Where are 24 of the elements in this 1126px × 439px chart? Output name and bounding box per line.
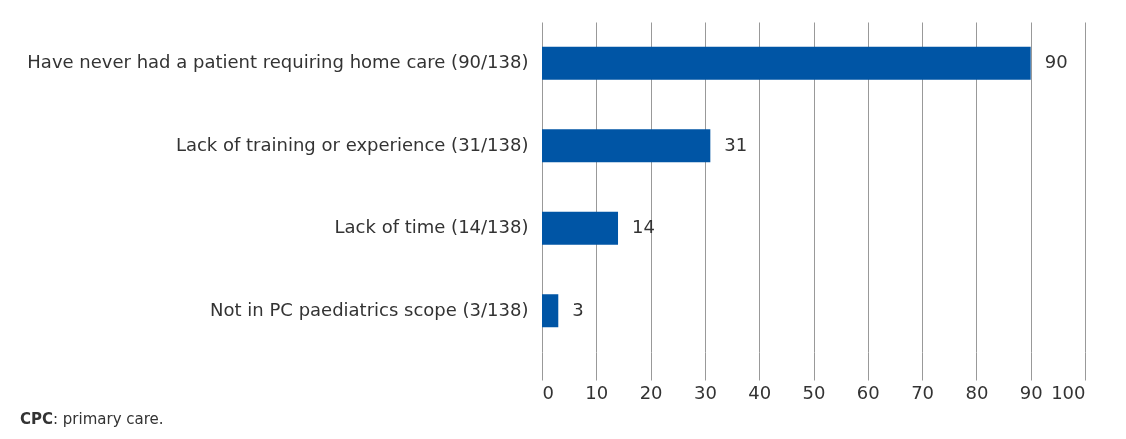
x-tick-label: 100 xyxy=(1051,381,1086,403)
bar xyxy=(542,294,559,328)
y-tick-label: Not in PC paediatrics scope (3/138) xyxy=(210,298,529,320)
x-tick-label: 10 xyxy=(585,381,609,403)
x-tick-label: 30 xyxy=(693,381,717,403)
data-label: 14 xyxy=(632,216,655,238)
bar xyxy=(542,46,1031,80)
x-tick-label: 0 xyxy=(542,381,554,403)
x-tick-label: 90 xyxy=(1019,381,1043,403)
bar xyxy=(542,129,711,163)
x-tick-label: 50 xyxy=(802,381,826,403)
data-label: 31 xyxy=(724,133,748,155)
bar xyxy=(542,211,619,245)
y-tick-label: Lack of training or experience (31/138) xyxy=(175,133,529,155)
data-label: 90 xyxy=(1044,51,1068,73)
x-tick-label: 60 xyxy=(856,381,880,403)
x-tick-label: 20 xyxy=(639,381,663,403)
y-tick-label: Have never had a patient requiring home care (90/138) xyxy=(27,51,529,73)
text: CPC: primary care. xyxy=(20,410,164,428)
y-tick-label: Lack of time (14/138) xyxy=(334,216,529,238)
data-label: 3 xyxy=(572,298,584,320)
x-tick-label: 40 xyxy=(748,381,772,403)
x-tick-label: 80 xyxy=(965,381,989,403)
x-tick-label: 70 xyxy=(911,381,935,403)
